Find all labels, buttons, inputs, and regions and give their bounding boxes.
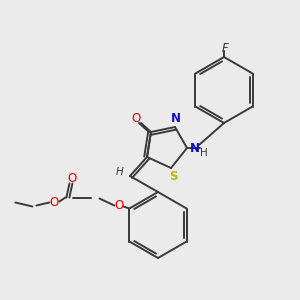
- Text: F: F: [222, 41, 228, 55]
- Text: O: O: [68, 172, 77, 185]
- Text: H: H: [116, 167, 124, 177]
- Text: H: H: [200, 148, 208, 158]
- Text: O: O: [50, 196, 59, 209]
- Text: O: O: [115, 199, 124, 212]
- Text: O: O: [131, 112, 141, 125]
- Text: N: N: [171, 112, 181, 125]
- Text: S: S: [169, 169, 177, 182]
- Text: N: N: [190, 142, 200, 154]
